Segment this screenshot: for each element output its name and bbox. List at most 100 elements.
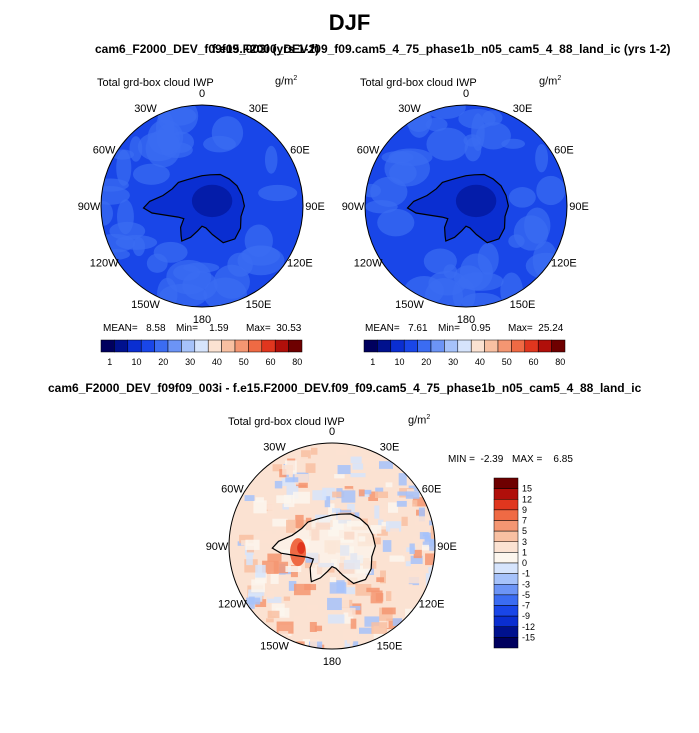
diff-cell xyxy=(328,503,335,516)
diff-cell xyxy=(392,618,403,626)
field-patch xyxy=(477,243,499,275)
diff-cell xyxy=(283,494,295,508)
field-patch xyxy=(132,237,146,257)
map-field-1 xyxy=(101,105,303,307)
lon-label-120e: 120E xyxy=(551,258,577,270)
diff-cell xyxy=(248,596,255,609)
colorbar-panel-2: 1 10 20 30 40 50 60 80 xyxy=(363,339,565,367)
diff-cell xyxy=(412,500,418,507)
diff-cell xyxy=(350,618,357,630)
diff-cell xyxy=(358,489,365,497)
colorbar-swatch xyxy=(181,339,196,353)
field-patch xyxy=(370,176,408,207)
lon-label-120w: 120W xyxy=(90,258,119,270)
panel2-units: g/m2 xyxy=(539,75,562,88)
lon-label-150e: 150E xyxy=(377,641,403,653)
diff-cell xyxy=(343,612,354,624)
map-border xyxy=(364,104,568,308)
diff-cell xyxy=(375,457,382,468)
diff-cell xyxy=(285,566,302,572)
lon-label-150w: 150W xyxy=(260,641,289,653)
diff-cell xyxy=(310,639,318,649)
panel2-title: Total grd-box cloud IWP xyxy=(360,77,477,89)
diff-cell xyxy=(267,553,282,562)
lon-label-150w: 150W xyxy=(395,299,424,311)
panel1-mean: MEAN= 8.58 xyxy=(103,323,166,334)
field-patch xyxy=(377,208,415,237)
lon-label-60e: 60E xyxy=(290,145,310,157)
colorbar-tick-label: -9 xyxy=(522,611,530,621)
diff-cell xyxy=(374,549,385,556)
lon-label-120w: 120W xyxy=(218,599,247,611)
panel3-title: Total grd-box cloud IWP xyxy=(228,416,345,428)
diff-cell xyxy=(350,456,362,464)
diff-cell xyxy=(282,464,293,475)
diff-cell xyxy=(421,544,429,551)
diff-cell xyxy=(281,555,298,562)
colorbar-swatch xyxy=(493,626,519,638)
field-patch xyxy=(508,187,536,208)
lon-label-30e: 30E xyxy=(513,103,533,115)
panel1-min: Min= 1.59 xyxy=(176,323,229,334)
antarctica-coastline xyxy=(142,173,246,244)
colorbar-swatch xyxy=(537,339,552,353)
colorbar-swatch xyxy=(390,339,405,353)
diff-cell xyxy=(352,641,359,649)
colorbar-swatch xyxy=(511,339,526,353)
lon-label-180: 180 xyxy=(323,656,341,668)
field-patch xyxy=(101,185,130,205)
colorbar-swatch xyxy=(100,339,115,353)
field-patch xyxy=(443,264,458,279)
colorbar-swatch xyxy=(417,339,432,353)
diff-cell xyxy=(270,570,279,584)
panel2-min: Min= 0.95 xyxy=(438,323,491,334)
diff-cell xyxy=(385,521,402,532)
lon-label-150e: 150E xyxy=(510,299,536,311)
diff-cell xyxy=(344,486,354,491)
panel3-min: MIN = -2.39 xyxy=(448,454,504,465)
diff-cell xyxy=(273,561,289,574)
diff-cell xyxy=(402,546,409,557)
colorbar-swatch xyxy=(493,615,519,627)
colorbar-tick-label: 12 xyxy=(522,494,532,504)
diff-cell xyxy=(348,607,356,617)
diff-cell xyxy=(408,570,423,584)
field-patch xyxy=(426,127,469,161)
field-patch xyxy=(461,292,502,307)
positive-core xyxy=(297,542,306,555)
diff-cell xyxy=(266,618,274,623)
diff-cell xyxy=(267,533,278,544)
colorbar-tick-label: -15 xyxy=(522,632,535,642)
map-border xyxy=(100,104,304,308)
diff-cell xyxy=(297,456,308,461)
diff-cell xyxy=(368,491,379,502)
colorbar-tick-label: 1 xyxy=(522,547,527,557)
diff-cell xyxy=(327,597,342,611)
diff-cell xyxy=(396,500,407,507)
colorbar-tick-label: 80 xyxy=(292,357,302,367)
diff-cell xyxy=(359,627,372,634)
diff-cell xyxy=(429,540,435,551)
diff-cell xyxy=(405,491,420,499)
diff-cell xyxy=(364,616,380,627)
colorbar-swatch xyxy=(140,339,155,353)
left-panel-subtitle: cam6_F2000_DEV_f09f09_003i (yrs 1-2) xyxy=(95,42,320,56)
diff-cell xyxy=(402,503,416,509)
colorbar-swatch xyxy=(493,584,519,596)
diff-cell xyxy=(295,514,304,528)
colorbar-swatch xyxy=(524,339,539,353)
field-patch xyxy=(237,245,285,276)
diff-cell xyxy=(410,555,423,564)
diff-cell xyxy=(267,504,274,518)
diff-cell xyxy=(272,464,283,472)
diff-cell xyxy=(331,508,340,513)
colorbar-swatch xyxy=(234,339,249,353)
diff-cell xyxy=(247,593,263,602)
field-patch xyxy=(264,145,278,174)
lon-label-0: 0 xyxy=(199,88,205,100)
diff-cell xyxy=(294,474,309,485)
diff-cell xyxy=(285,477,299,483)
diff-cell xyxy=(344,640,351,649)
colorbar-swatch xyxy=(194,339,209,353)
diff-cell xyxy=(397,491,414,496)
